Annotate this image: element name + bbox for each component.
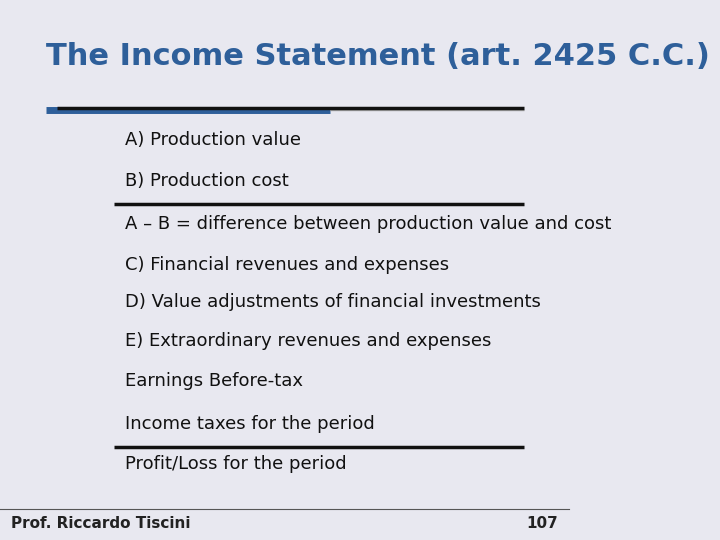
Text: 107: 107 [526,516,558,531]
Text: Prof. Riccardo Tiscini: Prof. Riccardo Tiscini [12,516,191,531]
Text: D) Value adjustments of financial investments: D) Value adjustments of financial invest… [125,293,541,312]
Text: E) Extraordinary revenues and expenses: E) Extraordinary revenues and expenses [125,332,492,350]
Text: C) Financial revenues and expenses: C) Financial revenues and expenses [125,255,449,274]
Text: B) Production cost: B) Production cost [125,172,289,190]
Text: A – B = difference between production value and cost: A – B = difference between production va… [125,215,612,233]
Text: Earnings Before-tax: Earnings Before-tax [125,372,303,390]
Text: Income taxes for the period: Income taxes for the period [125,415,375,433]
Text: The Income Statement (art. 2425 C.C.): The Income Statement (art. 2425 C.C.) [45,42,709,71]
Text: A) Production value: A) Production value [125,131,301,150]
Text: Profit/Loss for the period: Profit/Loss for the period [125,455,347,474]
